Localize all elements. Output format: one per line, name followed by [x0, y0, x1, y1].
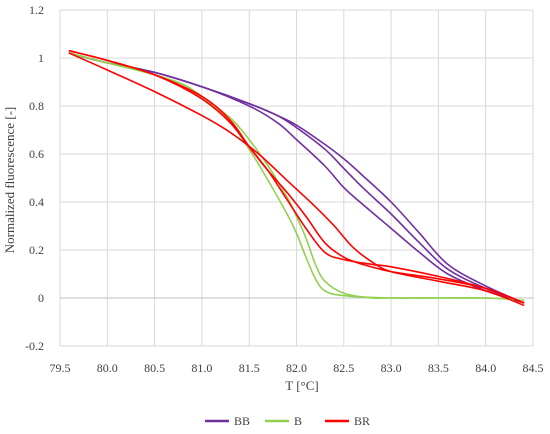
series-line-br	[68, 50, 525, 304]
y-tick-label: 0.4	[29, 195, 44, 209]
x-tick-label: 84.0	[475, 361, 496, 375]
legend-item-br[interactable]: BR	[325, 414, 370, 428]
series-layer	[68, 50, 525, 306]
legend-label: BR	[354, 414, 370, 428]
legend-label: BB	[234, 414, 250, 428]
x-tick-label: 83.5	[428, 361, 449, 375]
y-tick-label: 1	[38, 51, 44, 65]
legend-item-b[interactable]: B	[265, 414, 302, 428]
x-tick-label: 82.0	[286, 361, 307, 375]
tick-labels: 79.5 80.0 80.5 81.0 81.5 82.0 82.5 83.0 83.5 84.0…	[25, 3, 544, 375]
x-tick-label: 79.5	[50, 361, 71, 375]
x-tick-label: 84.5	[523, 361, 544, 375]
grid-layer	[59, 9, 534, 347]
y-tick-label: 0.6	[29, 147, 44, 161]
y-tick-label: 0	[38, 291, 44, 305]
y-tick-label: 0.2	[29, 243, 44, 257]
x-tick-label: 82.5	[333, 361, 354, 375]
x-tick-label: 81.5	[239, 361, 260, 375]
x-tick-label: 81.0	[191, 361, 212, 375]
legend: BB B BR	[205, 414, 370, 428]
y-tick-label: 0.8	[29, 99, 44, 113]
y-axis-title: Normalized fluorescence [-]	[2, 107, 17, 254]
legend-label: B	[294, 414, 302, 428]
legend-item-bb[interactable]: BB	[205, 414, 250, 428]
series-line-bb	[68, 52, 525, 304]
x-tick-label: 83.0	[381, 361, 402, 375]
x-axis-title: T [°C]	[285, 378, 318, 393]
series-line-br	[68, 52, 525, 306]
series-line-br	[68, 50, 525, 304]
y-tick-label: 1.2	[29, 3, 44, 17]
y-tick-label: -0.2	[25, 339, 44, 353]
x-tick-label: 80.0	[97, 361, 118, 375]
x-tick-label: 80.5	[144, 361, 165, 375]
